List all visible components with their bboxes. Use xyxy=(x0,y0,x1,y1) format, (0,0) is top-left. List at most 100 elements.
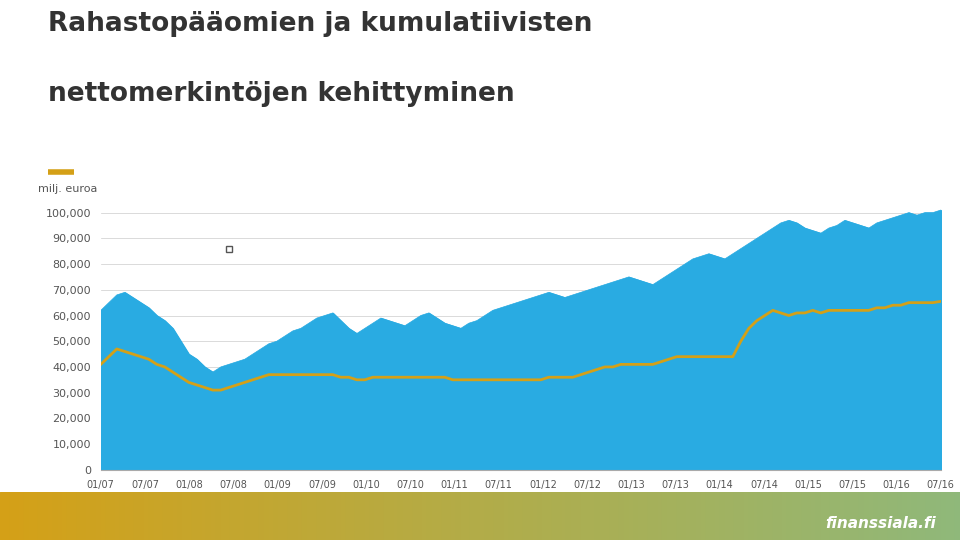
Bar xyxy=(619,492,624,540)
Bar xyxy=(317,492,322,540)
Bar xyxy=(211,492,216,540)
Bar xyxy=(403,492,408,540)
Bar xyxy=(96,492,101,540)
Bar xyxy=(802,492,806,540)
Bar xyxy=(350,492,355,540)
Bar xyxy=(749,492,754,540)
Bar xyxy=(499,492,504,540)
Bar xyxy=(605,492,610,540)
Bar xyxy=(106,492,110,540)
Bar xyxy=(206,492,211,540)
Bar xyxy=(514,492,518,540)
Bar xyxy=(490,492,494,540)
Bar xyxy=(826,492,830,540)
Bar xyxy=(658,492,662,540)
Bar xyxy=(734,492,739,540)
Bar xyxy=(730,492,734,540)
Bar xyxy=(230,492,235,540)
Text: Rahastopääomien ja kumulatiivisten: Rahastopääomien ja kumulatiivisten xyxy=(48,11,592,37)
Bar xyxy=(418,492,422,540)
Bar xyxy=(926,492,931,540)
Bar xyxy=(413,492,418,540)
Bar xyxy=(787,492,792,540)
Bar xyxy=(878,492,883,540)
Bar xyxy=(782,492,787,540)
Text: milj. euroa: milj. euroa xyxy=(37,184,97,194)
Bar xyxy=(624,492,629,540)
Bar xyxy=(811,492,816,540)
Bar xyxy=(149,492,154,540)
Bar xyxy=(10,492,14,540)
Bar xyxy=(101,492,106,540)
Bar xyxy=(773,492,778,540)
Bar xyxy=(494,492,499,540)
Bar xyxy=(552,492,557,540)
Bar xyxy=(725,492,730,540)
Bar xyxy=(576,492,581,540)
Bar xyxy=(58,492,62,540)
Bar xyxy=(557,492,562,540)
Bar xyxy=(931,492,936,540)
Bar xyxy=(614,492,619,540)
Bar xyxy=(629,492,634,540)
Bar xyxy=(816,492,821,540)
Bar xyxy=(869,492,874,540)
Bar xyxy=(29,492,34,540)
Bar xyxy=(154,492,158,540)
Bar xyxy=(936,492,941,540)
Bar xyxy=(710,492,715,540)
Bar xyxy=(197,492,202,540)
Bar xyxy=(192,492,197,540)
Bar xyxy=(5,492,10,540)
Bar xyxy=(638,492,643,540)
Bar xyxy=(370,492,374,540)
Bar xyxy=(442,492,446,540)
Text: finanssiala.fi: finanssiala.fi xyxy=(826,516,936,531)
Bar xyxy=(120,492,125,540)
Bar xyxy=(278,492,283,540)
Bar xyxy=(384,492,389,540)
Bar xyxy=(245,492,250,540)
Bar xyxy=(902,492,907,540)
Bar xyxy=(67,492,72,540)
Bar xyxy=(254,492,259,540)
Bar xyxy=(600,492,605,540)
Bar xyxy=(538,492,542,540)
Bar xyxy=(778,492,782,540)
Text: nettomerkintöjen kehittyminen: nettomerkintöjen kehittyminen xyxy=(48,81,515,107)
Bar xyxy=(634,492,638,540)
Bar xyxy=(528,492,533,540)
Bar xyxy=(456,492,461,540)
Bar xyxy=(298,492,302,540)
Bar xyxy=(307,492,312,540)
Bar xyxy=(427,492,432,540)
Bar xyxy=(125,492,130,540)
Bar xyxy=(571,492,576,540)
Bar xyxy=(586,492,590,540)
Bar xyxy=(739,492,744,540)
Bar xyxy=(840,492,845,540)
Bar xyxy=(437,492,442,540)
Bar xyxy=(178,492,182,540)
Bar xyxy=(518,492,523,540)
Bar xyxy=(754,492,758,540)
Bar xyxy=(77,492,82,540)
Bar xyxy=(946,492,950,540)
Bar xyxy=(941,492,946,540)
Bar xyxy=(168,492,173,540)
Bar xyxy=(240,492,245,540)
Bar xyxy=(912,492,917,540)
Bar xyxy=(187,492,192,540)
Bar xyxy=(389,492,394,540)
Bar xyxy=(898,492,902,540)
Bar xyxy=(706,492,710,540)
Bar xyxy=(648,492,653,540)
Bar xyxy=(470,492,475,540)
Bar xyxy=(485,492,490,540)
Bar xyxy=(701,492,706,540)
Bar xyxy=(34,492,38,540)
Bar xyxy=(139,492,144,540)
Bar xyxy=(72,492,77,540)
Bar xyxy=(82,492,86,540)
Bar xyxy=(922,492,926,540)
